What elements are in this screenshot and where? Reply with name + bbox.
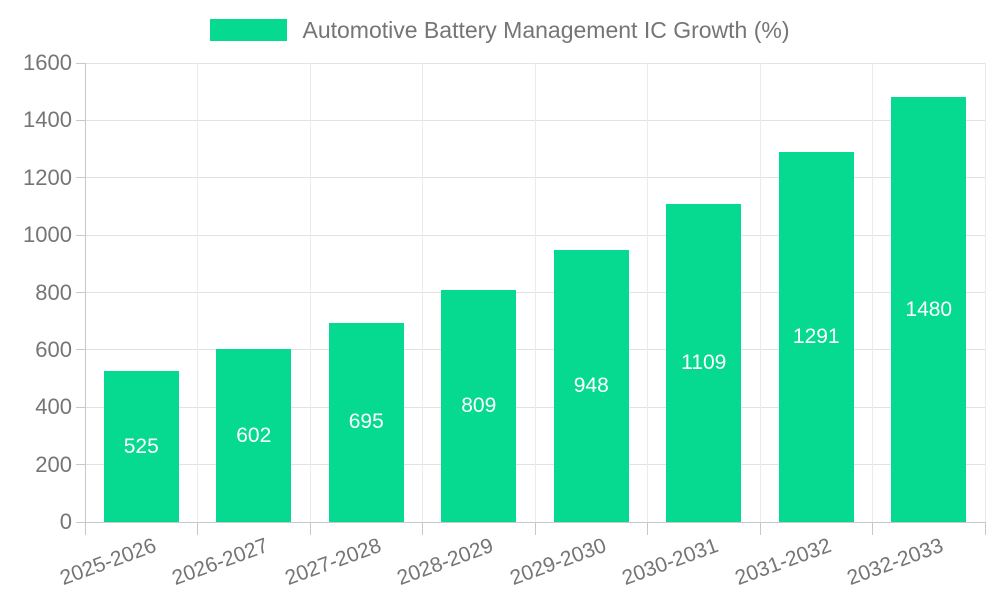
x-axis-tick	[534, 522, 536, 535]
bar-value-label: 809	[461, 393, 497, 417]
x-axis-label: 2030-2031	[619, 534, 722, 590]
bar: 948	[553, 250, 629, 522]
x-axis-tick	[84, 522, 86, 535]
y-axis-tick	[76, 521, 85, 523]
gridline-vertical	[872, 63, 873, 522]
y-axis-tick	[76, 234, 85, 236]
x-axis-label: 2025-2026	[56, 534, 160, 590]
y-axis-label: 1000	[23, 222, 72, 248]
y-axis-label: 1200	[23, 164, 72, 190]
legend[interactable]: Automotive Battery Management IC Growth …	[0, 16, 1000, 44]
gridline-vertical	[647, 63, 648, 522]
bar: 525	[103, 371, 179, 522]
y-axis-label: 400	[35, 394, 72, 420]
x-axis-label: 2032-2033	[844, 534, 947, 590]
gridline-vertical	[422, 63, 423, 522]
gridline-vertical	[534, 63, 536, 522]
x-axis-label: 2031-2032	[731, 534, 835, 590]
y-axis-tick	[76, 406, 85, 408]
y-axis-label: 200	[35, 451, 72, 477]
legend-swatch-icon	[210, 19, 288, 41]
y-axis-line	[84, 63, 86, 522]
bar: 809	[441, 289, 517, 522]
x-axis-tick	[197, 522, 198, 535]
bar: 695	[328, 322, 404, 522]
x-axis-tick	[984, 522, 986, 535]
x-axis-tick	[759, 522, 761, 535]
bar: 1480	[891, 97, 967, 522]
y-axis-tick	[76, 62, 85, 64]
legend-label: Automotive Battery Management IC Growth …	[302, 16, 790, 43]
bar: 1109	[666, 203, 742, 522]
y-axis-label: 600	[35, 336, 72, 362]
bar-value-label: 602	[236, 423, 272, 447]
bar: 1291	[778, 151, 854, 522]
x-axis-label: 2028-2029	[394, 534, 497, 590]
bar-value-label: 1480	[905, 297, 953, 321]
y-axis-tick	[76, 177, 85, 179]
y-axis-label: 800	[35, 279, 72, 305]
bar-value-label: 525	[123, 434, 159, 458]
y-axis-label: 1400	[23, 107, 72, 133]
x-axis-tick	[422, 522, 423, 535]
x-axis-label: 2027-2028	[281, 534, 385, 590]
x-axis-tick	[647, 522, 648, 535]
bar-value-label: 1109	[681, 350, 727, 374]
gridline-vertical	[309, 63, 311, 522]
x-axis-label: 2026-2027	[169, 534, 272, 590]
bar-value-label: 1291	[792, 324, 840, 348]
y-axis-label: 0	[59, 509, 72, 534]
gridline-vertical	[197, 63, 198, 522]
bar-value-label: 948	[573, 374, 609, 397]
gridline-vertical	[759, 63, 761, 522]
bar: 602	[216, 349, 292, 522]
bar-value-label: 695	[348, 410, 384, 434]
y-axis-tick	[76, 349, 85, 351]
y-axis-tick	[76, 464, 85, 466]
x-axis-tick	[309, 522, 311, 535]
x-axis-label: 2029-2030	[506, 534, 610, 590]
y-axis-tick	[76, 292, 85, 293]
x-axis-tick	[872, 522, 873, 535]
gridline-vertical	[984, 63, 986, 522]
y-axis-tick	[76, 119, 85, 121]
y-axis-label: 1600	[23, 50, 72, 75]
